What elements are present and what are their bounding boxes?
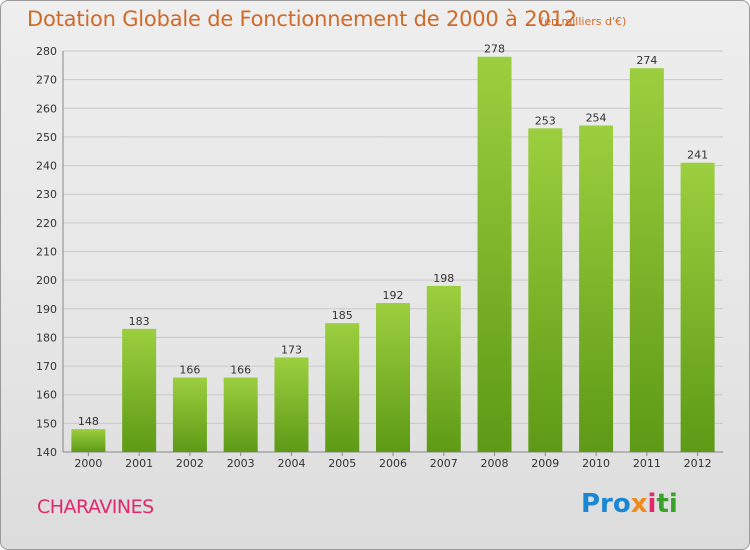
bar-value-label: 148 [78, 415, 99, 428]
bar [528, 128, 563, 452]
proxiti-logo: Proxiti [581, 489, 678, 519]
y-tick-label: 160 [36, 389, 57, 402]
bar-value-label: 253 [535, 114, 556, 127]
x-tick-label: 2010 [582, 457, 610, 470]
bar [223, 377, 258, 452]
bar [325, 323, 360, 452]
y-tick-label: 150 [36, 417, 57, 430]
chart-title: Dotation Globale de Fonctionnement de 20… [27, 7, 577, 31]
y-tick-label: 270 [36, 74, 57, 87]
bar-value-label: 183 [129, 315, 150, 328]
x-tick-label: 2005 [328, 457, 356, 470]
y-tick-label: 170 [36, 360, 57, 373]
bar-value-label: 278 [484, 43, 505, 56]
y-tick-label: 200 [36, 274, 57, 287]
commune-name: CHARAVINES [37, 496, 154, 518]
bar [376, 303, 410, 452]
bar-value-label: 166 [230, 364, 251, 377]
bar [274, 357, 309, 452]
x-tick-label: 2000 [74, 457, 102, 470]
logo-part: ti [656, 489, 678, 519]
bar [426, 285, 461, 452]
y-tick-label: 230 [36, 188, 57, 201]
y-tick-label: 260 [36, 102, 57, 115]
bar [71, 429, 106, 452]
bar-value-label: 254 [586, 111, 607, 124]
x-tick-label: 2006 [379, 457, 407, 470]
x-tick-label: 2004 [277, 457, 305, 470]
bar [172, 377, 207, 452]
logo-part: i [647, 489, 657, 519]
y-tick-label: 210 [36, 246, 57, 259]
bar [122, 328, 157, 452]
bar-value-label: 166 [179, 364, 200, 377]
x-tick-label: 2008 [481, 457, 509, 470]
y-tick-label: 240 [36, 160, 57, 173]
y-tick-label: 220 [36, 217, 57, 230]
x-tick-label: 2001 [125, 457, 153, 470]
y-tick-label: 280 [36, 45, 57, 58]
x-tick-label: 2003 [227, 457, 255, 470]
bar [680, 162, 715, 452]
y-tick-label: 190 [36, 303, 57, 316]
x-tick-label: 2011 [633, 457, 661, 470]
y-tick-label: 250 [36, 131, 57, 144]
y-tick-label: 180 [36, 331, 57, 344]
bar [629, 68, 664, 452]
x-tick-label: 2012 [684, 457, 712, 470]
bar-value-label: 192 [383, 289, 404, 302]
x-tick-label: 2007 [430, 457, 458, 470]
bar-value-label: 173 [281, 343, 302, 356]
bar-value-label: 198 [433, 272, 454, 285]
x-tick-label: 2009 [531, 457, 559, 470]
logo-part: x [630, 489, 648, 519]
chart-unit: (en milliers d'€) [540, 15, 627, 28]
bar [477, 56, 512, 452]
logo-part: Pro [581, 489, 631, 519]
bar-value-label: 241 [687, 149, 708, 162]
bar [579, 125, 614, 452]
x-tick-label: 2002 [176, 457, 204, 470]
y-tick-label: 140 [36, 446, 57, 459]
bar-value-label: 274 [636, 54, 657, 67]
bar-value-label: 185 [332, 309, 353, 322]
